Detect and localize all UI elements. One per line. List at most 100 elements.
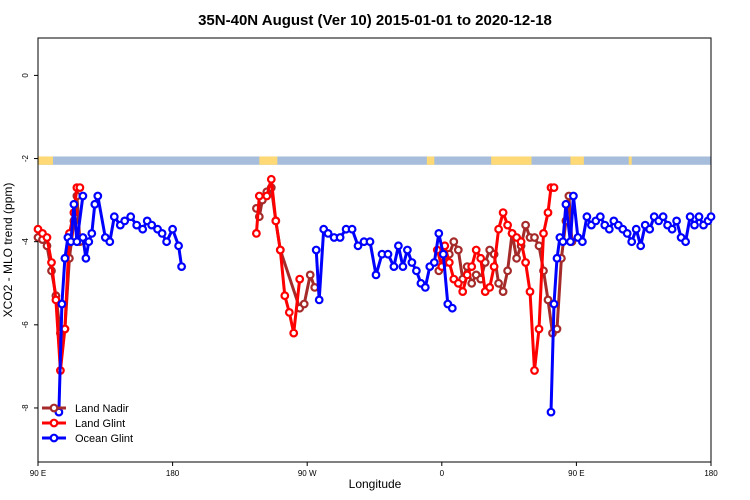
ocean-glint-point — [78, 233, 88, 242]
land-nadir-point — [543, 295, 553, 305]
land-glint-point — [254, 191, 264, 201]
ocean-glint-point — [314, 295, 324, 305]
land-glint-point — [471, 245, 481, 255]
land-glint-point — [516, 237, 526, 247]
ocean-glint-line — [549, 194, 713, 413]
land-strip-segment — [259, 156, 278, 165]
ocean-glint-point — [398, 262, 408, 272]
land-nadir-point — [503, 266, 513, 276]
land-glint-point — [47, 258, 56, 267]
land-glint-point — [444, 258, 454, 267]
ocean-glint-point — [174, 241, 184, 251]
x-tick-label: 90 W — [298, 469, 317, 478]
ocean-glint-point — [685, 212, 695, 222]
ocean-glint-point — [420, 283, 430, 292]
ocean-glint-point — [622, 228, 632, 238]
x-tick-label: 90 E — [30, 469, 46, 478]
ocean-glint-point — [558, 237, 568, 247]
land-glint-point — [521, 258, 530, 267]
ocean-glint-point — [105, 237, 115, 247]
x-tick-label: 180 — [166, 469, 180, 478]
land-glint-point — [284, 308, 294, 317]
land-glint-point — [289, 328, 299, 338]
land-glint-point — [476, 253, 486, 263]
ocean-glint-point — [694, 212, 704, 222]
ocean-glint-point — [93, 191, 103, 201]
ocean-glint-point — [69, 199, 79, 209]
ocean-glint-point — [365, 237, 375, 247]
land-glint-point — [453, 278, 463, 288]
y-tick-label: 0 — [21, 73, 30, 78]
ocean-glint-point — [87, 228, 97, 238]
y-axis-label: XCO2 - MLO trend (ppm) — [1, 183, 15, 318]
ocean-glint-point — [403, 245, 412, 255]
ocean-glint-series — [54, 191, 716, 417]
ocean-glint-point — [157, 228, 167, 238]
land-glint-point — [275, 245, 285, 255]
ocean-glint-point — [132, 220, 142, 230]
legend-ocean-glint-marker — [49, 433, 59, 443]
ocean-glint-point — [549, 299, 559, 309]
ocean-glint-point — [407, 258, 417, 267]
ocean-glint-point — [323, 228, 333, 238]
ocean-glint-point — [582, 212, 592, 222]
ocean-glint-point — [429, 258, 439, 267]
ocean-glint-point — [681, 237, 690, 247]
ocean-glint-point — [147, 220, 157, 230]
legend-land-glint-label: Land Glint — [75, 418, 125, 430]
ocean-glint-point — [81, 253, 91, 263]
ocean-glint-point — [631, 224, 641, 234]
y-tick-label: -4 — [21, 238, 30, 246]
land-glint-point — [503, 220, 513, 230]
ocean-glint-point — [434, 228, 444, 238]
land-strip-segment — [426, 156, 435, 165]
land-glint-point — [549, 183, 559, 193]
series-layer — [33, 174, 716, 417]
chart-title: 35N-40N August (Ver 10) 2015-01-01 to 20… — [198, 12, 552, 29]
ocean-glint-point — [447, 303, 457, 313]
land-nadir-point — [530, 233, 539, 242]
ocean-glint-point — [126, 212, 136, 222]
land-glint-point — [530, 366, 539, 375]
land-strip-segment — [628, 156, 632, 165]
land-glint-point — [51, 295, 61, 305]
legend: Land Nadir Land Glint Ocean Glint — [42, 403, 133, 445]
land-glint-point — [295, 274, 305, 284]
land-nadir-point — [467, 278, 477, 288]
ocean-glint-point — [627, 237, 637, 247]
ocean-glint-point — [566, 237, 575, 247]
legend-land-glint-marker — [49, 418, 59, 428]
ocean-glint-point — [636, 241, 646, 251]
land-glint-point — [494, 224, 504, 234]
land-glint-point — [266, 174, 276, 184]
land-glint-series — [33, 174, 559, 375]
land-strip-segment — [38, 156, 53, 165]
y-axis-ticks: 0 -2 -4 -6 -8 — [21, 73, 38, 412]
land-glint-point — [498, 208, 508, 218]
ocean-strip — [38, 156, 711, 165]
ocean-glint-point — [383, 249, 393, 259]
ocean-glint-point — [90, 199, 100, 209]
ocean-glint-point — [162, 237, 172, 247]
land-glint-point — [485, 283, 495, 292]
ocean-glint-point — [72, 237, 82, 247]
ocean-glint-point — [109, 212, 119, 222]
land-nadir-point — [305, 270, 315, 280]
ocean-glint-point — [604, 224, 614, 234]
y-tick-label: -8 — [21, 404, 30, 412]
ocean-glint-point — [595, 212, 605, 222]
land-nadir-point — [498, 287, 508, 297]
ocean-glint-point — [353, 241, 363, 251]
land-glint-point — [458, 287, 468, 297]
legend-land-nadir-marker — [49, 403, 59, 413]
ocean-glint-point — [412, 266, 421, 276]
ocean-glint-point — [667, 224, 677, 234]
ocean-glint-point — [138, 224, 148, 234]
x-tick-label: 90 E — [568, 469, 584, 478]
ocean-glint-point — [546, 407, 556, 417]
ocean-glint-point — [371, 270, 381, 280]
land-nadir-point — [521, 220, 530, 230]
legend-ocean-glint-label: Ocean Glint — [75, 433, 133, 445]
land-glint-point — [271, 216, 281, 226]
ocean-glint-point — [60, 253, 70, 263]
